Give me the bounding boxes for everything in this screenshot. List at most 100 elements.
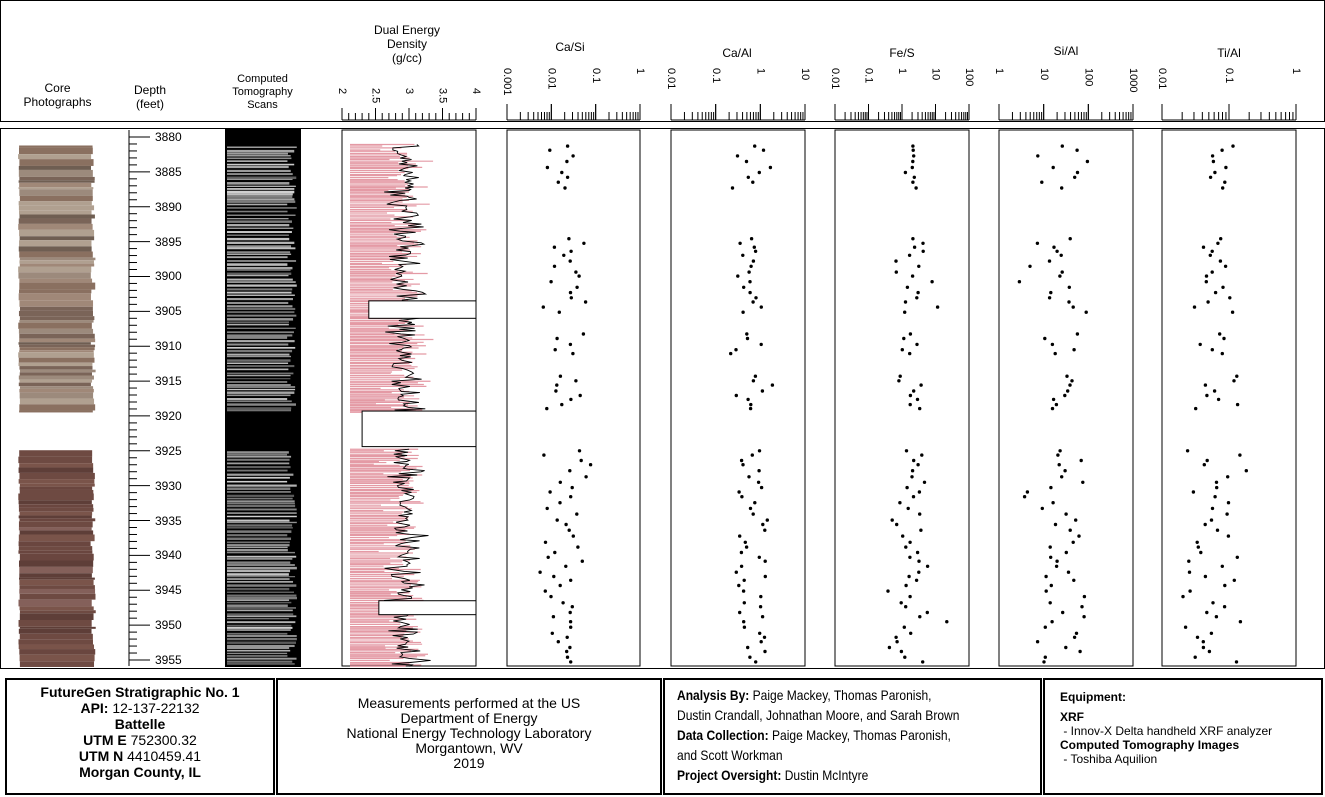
ct-scan-slice (227, 307, 296, 311)
ct-scan-slice (227, 644, 295, 648)
core-photo-band (18, 272, 91, 279)
ratio-data-point (1201, 245, 1206, 249)
ratio-data-point (742, 625, 747, 629)
core-photo-band (19, 159, 94, 166)
core-photo-band (19, 366, 93, 370)
ct-item: - Toshiba Aquilion (1060, 752, 1158, 766)
ratio-data-point (916, 463, 920, 467)
ratio-data-point (575, 285, 579, 289)
ratio-data-point (917, 490, 922, 494)
core-photo-band (18, 201, 92, 206)
ct-scan-slice (227, 231, 292, 234)
ct-scan-slice (227, 334, 293, 337)
ratio-data-point (1213, 170, 1217, 175)
core-photo-band (19, 282, 96, 290)
ratio-data-point (1054, 402, 1059, 407)
density-tick-label: 4 (470, 88, 482, 94)
ratio-data-point (917, 559, 921, 563)
ratio-data-point (761, 522, 765, 527)
ct-scan-slice (227, 237, 290, 241)
ratio-data-point (894, 270, 898, 274)
ratio-data-point (910, 475, 914, 479)
ratio-data-point (757, 449, 762, 453)
ratio-data-point (1211, 159, 1216, 164)
ct-scan-slice (227, 578, 290, 580)
ratio-data-point (568, 342, 573, 347)
ratio-data-point (912, 175, 916, 179)
depth-label: 3915 (155, 374, 182, 389)
core-photo-band (19, 585, 95, 589)
ratio-data-point (1064, 645, 1068, 650)
core-photo-band (19, 588, 96, 594)
ct-scan-slice (227, 169, 291, 173)
ratio-data-point (886, 589, 890, 593)
ratio-data-point (908, 594, 912, 599)
ratio-data-point (748, 280, 752, 284)
ratio-data-point (751, 512, 755, 516)
ratio-data-point (1203, 522, 1207, 527)
ratio-data-point (571, 351, 575, 356)
ratio-data-point (1063, 469, 1067, 473)
ratio-data-point (910, 165, 914, 170)
xrf-item: - Innov-X Delta handheld XRF analyzer (1060, 724, 1273, 738)
ratio-data-point (1209, 518, 1214, 522)
ratio-data-point (1072, 578, 1076, 582)
api-label: API: (80, 700, 109, 716)
core-photo-band (19, 195, 93, 202)
ct-scan-slice (227, 178, 293, 181)
ct-scan-slice (227, 476, 290, 479)
ct-scan-slice (227, 391, 295, 394)
ratio-track-frame (1161, 129, 1297, 667)
core-photo-band (19, 518, 96, 522)
utmn-label: UTM N (78, 748, 124, 764)
ratio-data-point (1210, 249, 1214, 253)
core-photo-band (18, 382, 91, 387)
ct-header-line1: Computed (237, 73, 288, 85)
ratio-data-point (1188, 589, 1192, 593)
ratio-data-point (1199, 550, 1203, 555)
ratio-data-point (1060, 270, 1064, 274)
core-photo-band (19, 236, 95, 241)
ct-scan-slice (227, 626, 293, 629)
ratio-data-point (744, 545, 749, 549)
ratio-data-point (754, 660, 758, 664)
ct-scan-slice (227, 149, 295, 153)
core-photo-band (18, 357, 95, 363)
core-photo-band (18, 546, 93, 551)
lab-line4: Morgantown, WV (415, 740, 523, 756)
ratio-data-point (930, 280, 934, 284)
depth-label: 3930 (155, 478, 182, 493)
utme-label: UTM E (83, 732, 127, 748)
ratio-tick-label: 0.01 (829, 68, 841, 89)
ratio-data-point (1058, 274, 1062, 278)
ratio-data-point (568, 290, 573, 295)
ratio-data-point (1220, 351, 1225, 356)
ct-scan-slice (227, 314, 297, 317)
core-photo-band (19, 182, 92, 188)
ratio-data-point (741, 463, 745, 467)
ratio-data-point (1213, 495, 1217, 499)
ct-scan-slice (227, 353, 290, 356)
ratio-data-point (1055, 249, 1059, 253)
ct-scan-slice (227, 497, 293, 500)
ratio-data-point (1219, 237, 1223, 241)
ratio-tick-label: 1 (754, 68, 766, 74)
core-photo-band (18, 644, 95, 650)
core-photo-band (19, 260, 94, 264)
ratio-data-point (1053, 351, 1057, 356)
ct-scan-slice (227, 629, 291, 631)
ratio-data-point (569, 578, 573, 582)
ct-scan-slice (227, 266, 293, 270)
ratio-data-point (1221, 285, 1225, 289)
ratio-data-point (1055, 559, 1059, 563)
ct-scan-slice (227, 637, 297, 641)
ratio-data-point (902, 336, 906, 341)
ct-scan-slice (227, 284, 297, 287)
ct-scan-slice (227, 530, 292, 533)
ct-scan-slice (227, 234, 289, 236)
ratio-data-point (1196, 545, 1201, 549)
ratio-data-point (1234, 660, 1239, 664)
ratio-data-point (746, 175, 750, 179)
ct-scan-slice (227, 654, 288, 657)
ratio-data-point (1223, 583, 1227, 588)
